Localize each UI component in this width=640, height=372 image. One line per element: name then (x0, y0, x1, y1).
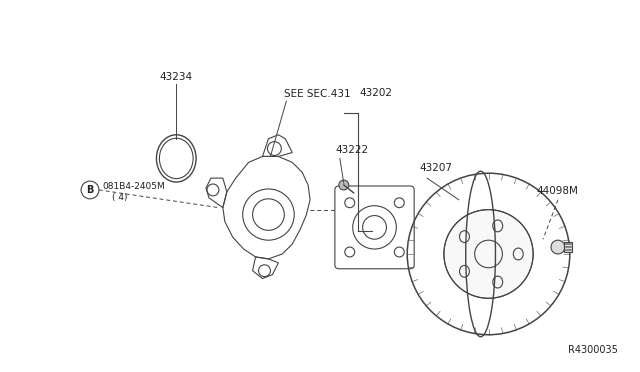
Circle shape (444, 210, 533, 298)
Text: 43207: 43207 (419, 163, 452, 173)
Text: ( 4): ( 4) (112, 193, 127, 202)
Text: 43222: 43222 (336, 145, 369, 155)
Text: B: B (86, 185, 93, 195)
Text: 081B4-2405M: 081B4-2405M (102, 182, 164, 190)
Text: 43234: 43234 (160, 71, 193, 81)
Text: SEE SEC.431: SEE SEC.431 (284, 89, 351, 99)
Circle shape (339, 180, 349, 190)
FancyBboxPatch shape (564, 242, 572, 252)
Text: R4300035: R4300035 (568, 346, 618, 355)
Text: 44098M: 44098M (536, 186, 578, 196)
Text: 43202: 43202 (360, 88, 393, 98)
Circle shape (551, 240, 565, 254)
